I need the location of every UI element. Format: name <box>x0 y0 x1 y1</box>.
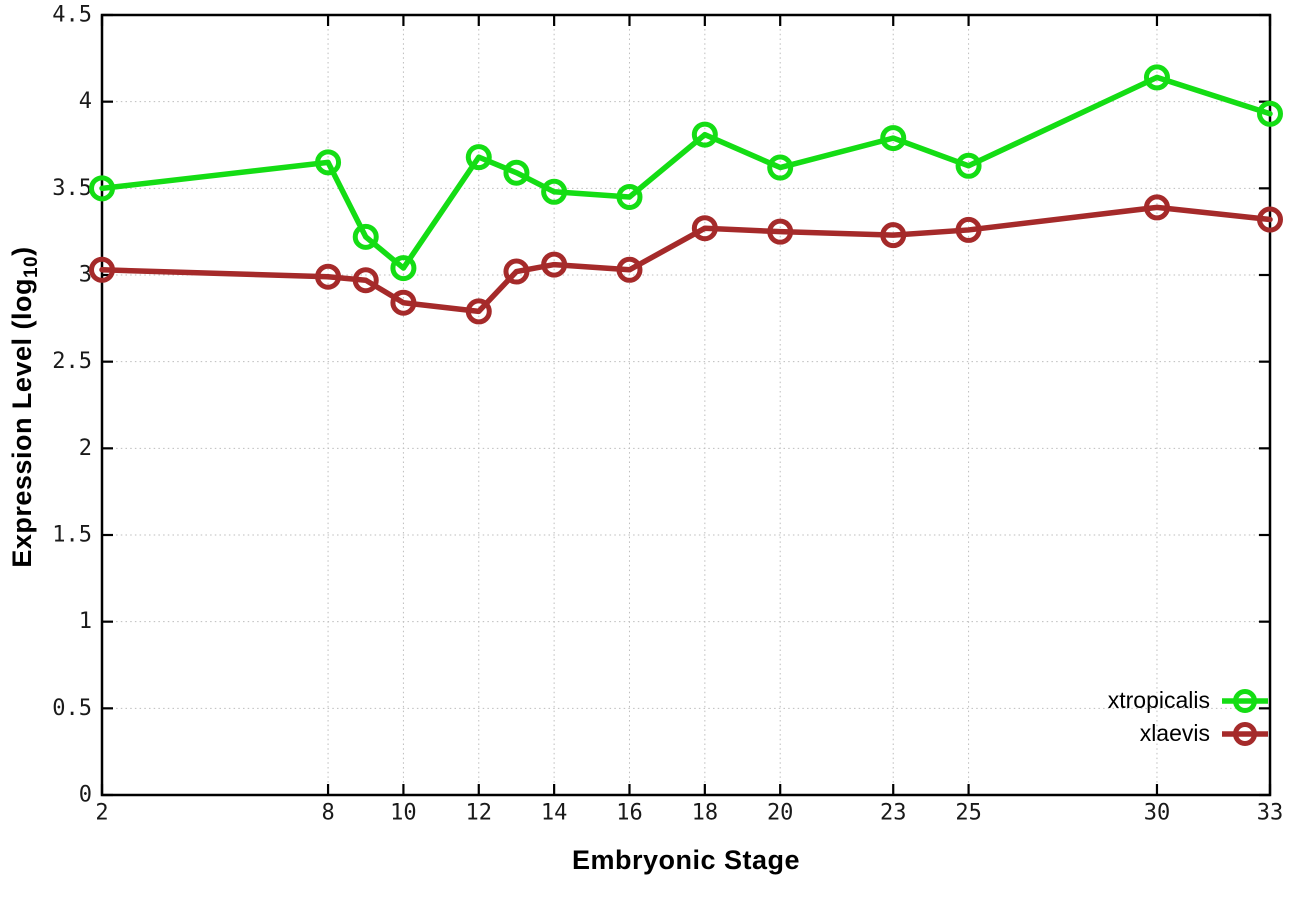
series-xlaevis-marker <box>955 216 982 243</box>
series-xtropicalis-marker <box>541 178 568 205</box>
series-xlaevis-line <box>99 204 1273 315</box>
x-tick-label: 10 <box>390 801 417 826</box>
series-xlaevis <box>89 194 1283 325</box>
series-xlaevis-marker <box>315 263 342 290</box>
x-tick-label: 8 <box>321 801 334 826</box>
series-xtropicalis-marker <box>352 223 379 250</box>
series-xtropicalis-marker <box>89 175 115 202</box>
series-xtropicalis-marker <box>880 125 907 152</box>
series-xtropicalis-marker <box>503 159 530 186</box>
legend-label-xtropicalis: xtropicalis <box>1107 687 1210 713</box>
y-tick-label: 3.5 <box>52 176 92 201</box>
y-tick-label: 2.5 <box>52 349 92 374</box>
y-tick-label: 0.5 <box>52 696 92 721</box>
y-tick-label: 4.5 <box>52 3 92 28</box>
legend-sample-xlaevis-icon <box>1222 721 1268 746</box>
series-xlaevis-marker <box>352 267 379 294</box>
x-tick-label: 20 <box>767 801 794 826</box>
series-xtropicalis-marker <box>691 121 718 148</box>
legend-sample-xtropicalis-icon <box>1222 688 1268 713</box>
series-xlaevis-marker <box>541 251 568 278</box>
x-tick-label: 12 <box>466 801 493 826</box>
y-tick-label: 3 <box>79 263 92 288</box>
series-xtropicalis-marker <box>767 154 794 181</box>
x-tick-label: 25 <box>955 801 982 826</box>
series-xtropicalis-marker <box>315 149 342 176</box>
x-tick-labels: 2 8 10 12 14 16 18 20 23 25 30 33 <box>95 801 1283 826</box>
y-tick-label: 1.5 <box>52 523 92 548</box>
series-xlaevis-marker <box>616 256 643 283</box>
y-tick-label: 4 <box>79 89 92 114</box>
series-xlaevis-marker <box>390 289 417 316</box>
series-xtropicalis-marker <box>465 144 492 171</box>
series-xtropicalis-marker <box>616 184 643 210</box>
x-tick-label: 14 <box>541 801 568 826</box>
x-tick-label: 33 <box>1257 801 1284 826</box>
gridlines <box>101 14 1271 796</box>
y-tick-label: 2 <box>79 436 92 461</box>
legend-item-xtropicalis: xtropicalis <box>1108 684 1270 717</box>
y-tick-label: 1 <box>79 609 92 634</box>
series-xlaevis-marker <box>1257 206 1283 233</box>
series-xtropicalis-marker <box>390 255 417 282</box>
y-tick-labels: 0 0.5 1 1.5 2 2.5 3 3.5 4 4.5 <box>52 3 92 808</box>
x-tick-label: 23 <box>880 801 907 826</box>
legend-label-xlaevis: xlaevis <box>1139 720 1210 746</box>
x-tick-label: 30 <box>1144 801 1171 826</box>
series-xlaevis-marker <box>880 222 907 249</box>
legend: xtropicalis xlaevis <box>1108 684 1270 750</box>
series-xtropicalis-marker <box>955 152 982 179</box>
y-axis-title-close: ) <box>7 246 37 256</box>
x-axis-title: Embryonic Stage <box>571 845 801 875</box>
y-axis-title: Expression Level (log10) <box>7 197 42 617</box>
series-xlaevis-marker <box>503 258 530 285</box>
series-xtropicalis-marker <box>1143 64 1170 91</box>
y-axis-title-subscript: 10 <box>21 255 42 279</box>
series-xlaevis-marker <box>89 256 115 283</box>
series-xlaevis-marker <box>465 298 492 325</box>
y-tick-label: 0 <box>79 783 92 808</box>
plot-border <box>100 13 1272 797</box>
series-xlaevis-marker <box>767 218 794 245</box>
y-axis-title-main: Expression Level (log <box>7 278 37 568</box>
x-tick-label: 16 <box>616 801 643 826</box>
series-xlaevis-marker <box>1143 194 1170 221</box>
legend-item-xlaevis: xlaevis <box>1108 717 1270 750</box>
x-tick-label: 2 <box>95 801 108 826</box>
x-tick-label: 18 <box>692 801 719 826</box>
series-xtropicalis <box>89 64 1283 282</box>
axis-ticks <box>100 13 1272 797</box>
series-xlaevis-marker <box>691 215 718 242</box>
series-xtropicalis-marker <box>1257 100 1283 127</box>
